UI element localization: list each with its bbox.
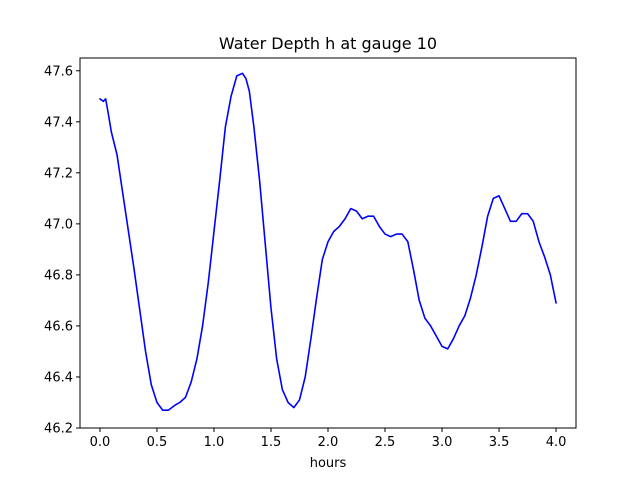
- x-tick-label: 2.0: [318, 435, 339, 450]
- x-axis-label: hours: [310, 456, 347, 471]
- y-tick-label: 46.4: [44, 370, 73, 385]
- x-tick-label: 0.5: [147, 435, 168, 450]
- x-axis-ticks: 0.0 0.5 1.0 1.5 2.0 2.5 3.0 3.5 4.0: [90, 428, 567, 450]
- x-tick-label: 1.5: [261, 435, 282, 450]
- x-tick-label: 2.5: [375, 435, 396, 450]
- x-tick-label: 3.0: [432, 435, 453, 450]
- x-tick-label: 3.5: [489, 435, 510, 450]
- y-tick-label: 47.0: [44, 217, 73, 232]
- y-tick-label: 46.2: [44, 422, 73, 437]
- x-tick-label: 1.0: [204, 435, 225, 450]
- y-tick-label: 47.4: [44, 115, 73, 130]
- x-tick-label: 4.0: [546, 435, 567, 450]
- y-axis-ticks: 46.2 46.4 46.6 46.8 47.0 47.2 47.4 47.6: [44, 64, 80, 437]
- x-tick-label: 0.0: [90, 435, 111, 450]
- y-tick-label: 47.6: [44, 64, 73, 79]
- chart-title: Water Depth h at gauge 10: [219, 34, 437, 53]
- y-tick-label: 46.8: [44, 268, 73, 283]
- y-tick-label: 46.6: [44, 319, 73, 334]
- series-line: [99, 72, 557, 411]
- y-tick-label: 47.2: [44, 166, 73, 181]
- series-group: [99, 72, 557, 411]
